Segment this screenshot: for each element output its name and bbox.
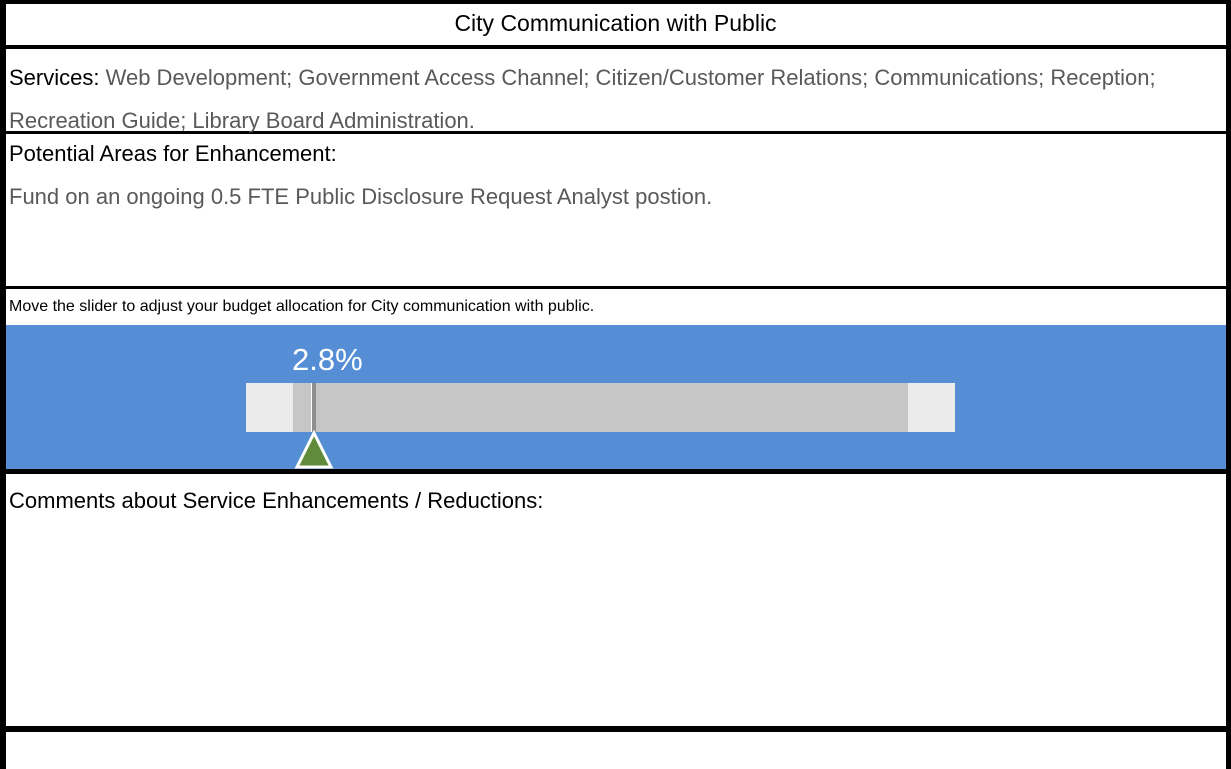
border (0, 0, 1231, 4)
slider-thumb-line (311, 383, 316, 432)
title: City Communication with Public (454, 10, 777, 36)
border (0, 286, 1231, 289)
slider-thumb-shape[interactable] (294, 430, 334, 469)
slider-value: 2.8% (292, 342, 363, 377)
slider-track[interactable] (293, 383, 908, 432)
border (0, 45, 1231, 49)
slider-thumb[interactable] (294, 430, 334, 470)
comments-title: Comments about Service Enhancements / Re… (9, 488, 544, 513)
slider-right-button[interactable] (908, 383, 955, 432)
slider-prompt: Move the slider to adjust your budget al… (9, 298, 595, 315)
border (0, 0, 6, 769)
services: Services: Web Development; Government Ac… (9, 56, 1219, 142)
enhancement-title: Potential Areas for Enhancement: (9, 141, 337, 166)
slider-left-button[interactable] (246, 383, 293, 432)
enhancement-text: Fund on an ongoing 0.5 FTE Public Disclo… (9, 184, 713, 209)
border (0, 131, 1231, 134)
border (0, 726, 1231, 732)
services-label: Services: (9, 65, 100, 90)
border (0, 469, 1231, 474)
services-text: Web Development; Government Access Chann… (9, 65, 1156, 133)
border (1226, 0, 1231, 769)
